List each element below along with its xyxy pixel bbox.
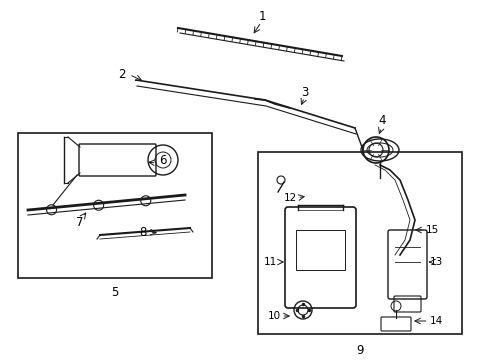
Text: 5: 5 xyxy=(111,287,119,300)
Text: 7: 7 xyxy=(76,216,83,229)
Bar xyxy=(295,230,345,270)
Text: 1: 1 xyxy=(258,9,265,22)
Text: 4: 4 xyxy=(378,113,385,126)
Text: 12: 12 xyxy=(283,193,296,203)
Text: 10: 10 xyxy=(267,311,280,321)
Text: 6: 6 xyxy=(159,154,166,167)
Text: 15: 15 xyxy=(425,225,438,235)
Text: 13: 13 xyxy=(428,257,442,267)
Bar xyxy=(18,133,212,278)
Text: 3: 3 xyxy=(301,85,308,99)
Text: 14: 14 xyxy=(428,316,442,326)
Text: 9: 9 xyxy=(356,343,363,356)
Bar xyxy=(258,152,461,334)
Text: 11: 11 xyxy=(263,257,276,267)
Text: 8: 8 xyxy=(139,225,146,238)
Text: 2: 2 xyxy=(118,68,125,81)
